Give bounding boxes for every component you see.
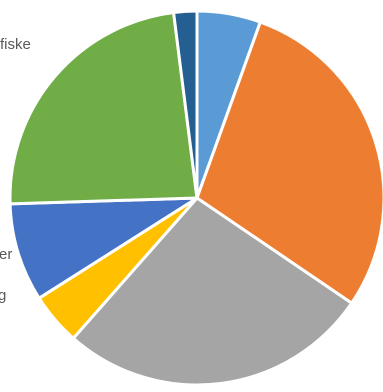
pie-slice-7 (172, 9, 199, 200)
pie-slice-5 (8, 196, 199, 300)
pie-slice-3 (71, 196, 354, 387)
slice-label-g: g (0, 287, 7, 304)
slice-label-fiske: fiske (0, 36, 31, 53)
slice-label-er: er (0, 246, 13, 263)
pie-slice-6 (8, 10, 199, 206)
pie-slice-2 (195, 20, 383, 305)
